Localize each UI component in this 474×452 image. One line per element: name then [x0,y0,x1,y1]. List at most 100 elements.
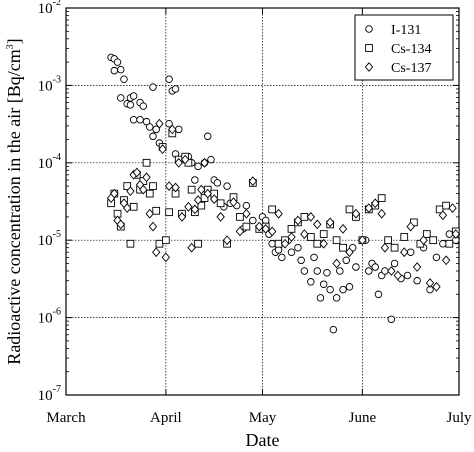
data-point [413,276,421,285]
data-point [158,144,167,155]
data-point [139,184,148,195]
data-point [380,242,390,253]
data-point [329,325,338,334]
data-point [165,75,173,84]
data-point [171,85,180,93]
data-point [136,115,144,124]
data-point [110,66,119,75]
data-point [194,162,202,171]
data-point [255,221,264,232]
data-point [168,124,177,135]
data-point [236,213,244,221]
data-point [152,125,160,134]
data-point [126,186,135,197]
data-point [387,266,396,276]
data-point [117,94,125,102]
data-point [207,155,215,164]
data-point [345,205,354,214]
data-point [191,176,199,184]
data-point [209,194,219,204]
data-point [293,215,303,226]
data-point [332,294,341,302]
data-point [116,219,125,230]
data-point [364,203,373,213]
data-point [319,280,328,288]
data-point [403,271,412,280]
data-point [142,172,151,183]
data-point [171,182,180,193]
data-point [313,267,322,275]
x-tick-label: July [446,410,472,426]
legend-marker [364,62,374,72]
data-point [184,201,193,212]
data-point [400,247,409,258]
data-point [326,285,334,294]
data-point [268,205,277,214]
data-point [384,236,392,245]
data-point [242,222,251,231]
data-point [316,294,325,302]
data-point [149,132,157,141]
data-point [358,235,367,246]
data-point [325,217,335,228]
y-tick-label: 10-6 [38,307,61,327]
data-point [300,229,309,239]
data-point [274,208,283,219]
data-point [129,202,138,211]
data-point [310,253,318,262]
legend: I-131 Cs-134 Cs-137 [354,14,454,81]
y-tick-label: 10-2 [38,0,61,17]
data-point [148,221,158,232]
data-point [126,101,135,109]
data-point [123,182,132,190]
data-point [412,262,422,272]
data-point [193,195,203,205]
data-point [187,242,196,253]
y-axis-title-tail: ] [4,38,24,44]
data-point [203,132,212,141]
data-point [432,281,441,292]
data-point [319,230,328,238]
data-point [300,267,309,275]
data-point [161,252,171,263]
data-point [142,158,151,167]
data-point [113,58,122,66]
data-point [139,102,148,110]
data-point [390,259,399,268]
data-point [187,185,196,194]
data-point [278,253,286,262]
data-point [323,268,331,277]
data-point [432,253,441,262]
data-point [242,208,251,219]
data-point [441,255,451,266]
data-point [445,239,454,248]
data-point [268,239,276,248]
data-point [319,238,328,249]
data-point [165,208,173,217]
data-point [249,216,257,225]
data-point [342,256,351,265]
data-point [149,182,157,190]
data-point [261,223,270,234]
y-axis-title-main: Radioactive concentration in the air [Bq… [4,49,24,364]
data-point [162,236,170,245]
data-point [439,239,447,248]
data-point [371,198,380,209]
data-point [174,157,183,168]
data-point [374,290,383,299]
data-point [203,188,212,199]
data-point [438,210,448,221]
data-point [294,243,302,252]
x-axis-title: Date [246,430,280,450]
x-tick-label: March [46,410,86,426]
data-point [338,223,348,234]
legend-label: I-131 [391,23,421,38]
data-point [297,256,305,265]
data-point [165,119,173,128]
y-axis-title-sup: 3 [5,44,16,49]
data-point [365,267,373,275]
y-tick-label: 10-7 [38,384,61,404]
data-point [129,115,138,124]
data-point [117,65,125,74]
